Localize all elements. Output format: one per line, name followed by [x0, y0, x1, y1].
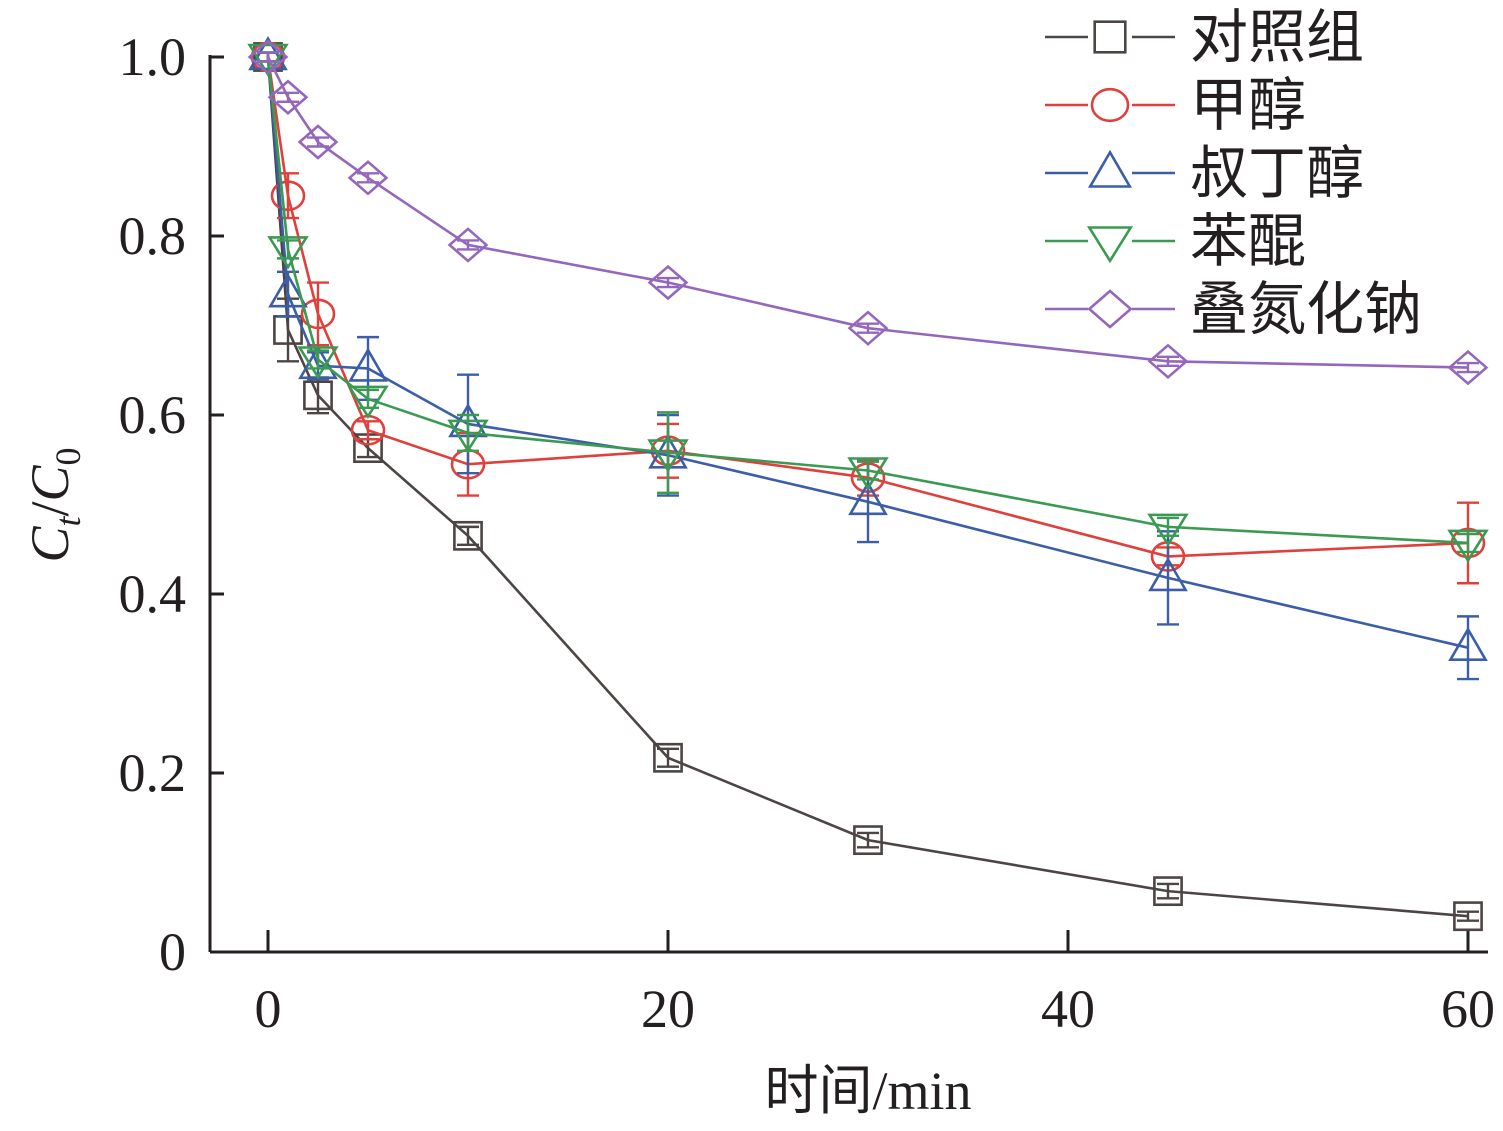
- series-4: [247, 39, 1489, 386]
- legend-label: 叠氮化钠: [1190, 275, 1422, 343]
- y-tick-label: 0.6: [119, 385, 187, 445]
- legend-item: 叠氮化钠: [1045, 275, 1422, 343]
- data-point: [303, 380, 333, 411]
- legend-item: 甲醇: [1045, 71, 1306, 139]
- legend-marker-bg: [1088, 155, 1132, 191]
- x-axis-title: 时间/min: [764, 1061, 971, 1121]
- legend-marker-bg: [1088, 223, 1132, 259]
- y-title-slash: /: [20, 501, 80, 516]
- data-point: [647, 439, 689, 473]
- legend-marker: [1093, 20, 1127, 54]
- data-point: [267, 79, 309, 115]
- data-point: [447, 419, 489, 453]
- data-point: [1447, 349, 1489, 386]
- legend-label: 对照组: [1190, 3, 1364, 71]
- data-point: [453, 520, 483, 551]
- x-tick-label: 20: [641, 979, 695, 1039]
- y-tick-label: 0: [159, 922, 186, 982]
- data-point: [347, 385, 389, 419]
- legend-label: 甲醇: [1190, 71, 1306, 139]
- data-point: [1447, 529, 1489, 564]
- data-point: [1148, 556, 1188, 592]
- data-point: [247, 39, 289, 75]
- data-point: [653, 742, 683, 773]
- data-point: [847, 310, 889, 346]
- data-point: [1153, 876, 1183, 907]
- x-tick-label: 60: [1441, 979, 1495, 1039]
- data-point: [1147, 343, 1189, 380]
- data-point: [348, 347, 388, 382]
- axes: 0 0.2 0.4 0.6 0.8 1.0 0 20 40 60: [119, 27, 1496, 1039]
- data-point: [1448, 626, 1488, 662]
- y-title-c: C: [20, 526, 80, 563]
- data-point: [847, 457, 889, 491]
- data-point: [297, 346, 339, 380]
- y-tick-label: 0.4: [119, 564, 187, 624]
- legend-item: 对照组: [1045, 3, 1364, 71]
- series-layer: [247, 36, 1489, 932]
- legend-marker: [1087, 289, 1133, 329]
- y-title-c0: C: [20, 464, 80, 501]
- legend-label: 叔丁醇: [1190, 139, 1364, 207]
- data-point: [1147, 513, 1189, 547]
- legend-marker-bg: [1088, 291, 1132, 327]
- data-point: [853, 825, 883, 856]
- legend-marker: [1087, 149, 1133, 188]
- data-point: [270, 180, 306, 212]
- data-point: [447, 227, 489, 263]
- data-point: [297, 124, 339, 160]
- data-point: [848, 480, 888, 516]
- y-title-t: t: [48, 516, 88, 527]
- data-point: [268, 273, 308, 308]
- legend-item: 叔丁醇: [1045, 139, 1364, 207]
- data-point: [347, 160, 389, 196]
- legend-item: 苯醌: [1045, 207, 1306, 275]
- y-tick-label: 0.2: [119, 743, 187, 803]
- y-axis-title: Ct/C0: [20, 447, 88, 562]
- data-point: [247, 43, 289, 78]
- data-point: [267, 236, 309, 270]
- y-title-zero: 0: [48, 447, 88, 465]
- legend-marker-bg: [1088, 87, 1132, 123]
- x-tick-label: 40: [1041, 979, 1095, 1039]
- y-tick-label: 1.0: [119, 27, 187, 87]
- data-point: [647, 264, 689, 301]
- legend-marker: [1086, 226, 1134, 264]
- x-tick-label: 0: [255, 979, 282, 1039]
- data-point: [1453, 901, 1483, 932]
- legend-label: 苯醌: [1190, 207, 1306, 275]
- y-tick-label: 0.8: [119, 206, 187, 266]
- legend-marker: [1090, 87, 1130, 123]
- data-point: [300, 298, 336, 330]
